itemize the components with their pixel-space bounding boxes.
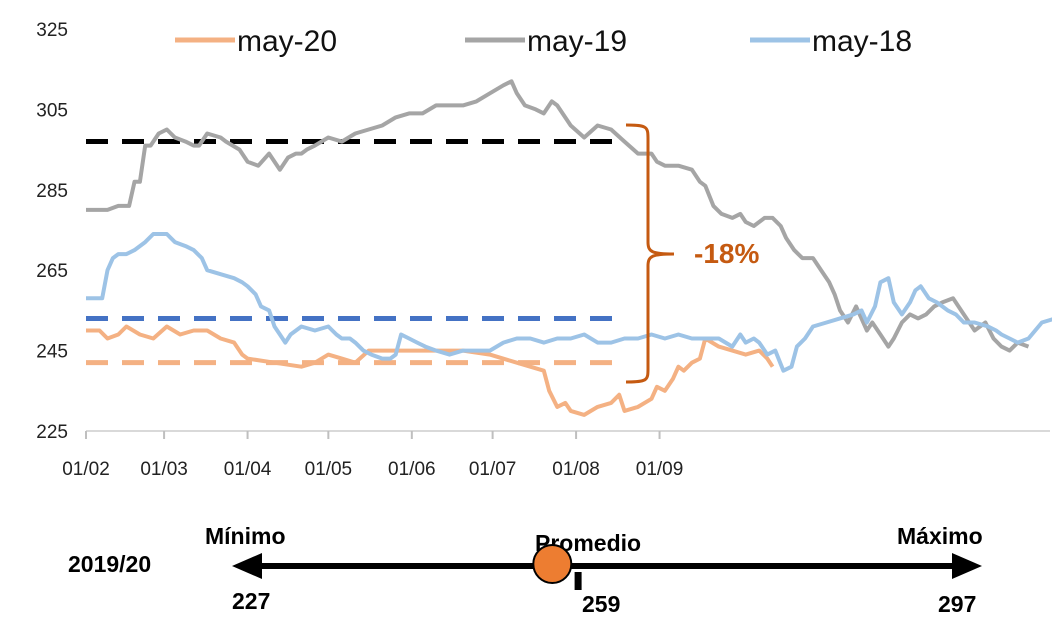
range-brace: [625, 123, 675, 384]
scale-avg-tick: [574, 572, 582, 590]
y-tick-label: 325: [36, 20, 68, 41]
scale-min-value: 227: [232, 588, 270, 614]
series-lines: [86, 79, 1052, 417]
legend-label-may-18: may-18: [812, 25, 912, 58]
x-tick-label: 01/02: [62, 459, 110, 480]
y-tick-label: 305: [36, 100, 68, 121]
x-tick-label: 01/08: [552, 459, 600, 480]
y-tick-label: 265: [36, 261, 68, 282]
scale-left-arrowhead: [232, 553, 262, 579]
series-line-may-19: [86, 79, 1030, 353]
x-tick-label: 01/09: [636, 459, 684, 480]
scale-right-arrowhead: [952, 553, 982, 579]
x-tick-label: 01/03: [140, 459, 188, 480]
series-line-may-18: [86, 232, 1052, 373]
scale-max-value: 297: [938, 591, 976, 617]
x-tick-label: 01/06: [388, 459, 436, 480]
scale-min-label: Mínimo: [205, 523, 286, 549]
x-tick-label: 01/04: [224, 459, 272, 480]
scale-max-label: Máximo: [897, 523, 983, 549]
legend-label-may-19: may-19: [527, 25, 627, 58]
y-axis: 225 245 265 285 305 325: [36, 20, 68, 443]
x-tick-label: 01/05: [305, 459, 353, 480]
scale-row-label: 2019/20: [68, 551, 151, 577]
y-tick-label: 285: [36, 181, 68, 202]
y-tick-label: 225: [36, 422, 68, 443]
x-axis: 01/02 01/03 01/04 01/05 01/06 01/07 01/08 01/09: [62, 431, 683, 480]
change-percentage-label: -18%: [694, 238, 759, 269]
scale-avg-value: 259: [582, 591, 620, 617]
series-line-may-20: [86, 324, 775, 417]
scale-current-marker: [532, 544, 573, 584]
y-tick-label: 245: [36, 342, 68, 363]
x-tick-label: 01/07: [469, 459, 517, 480]
legend-label-may-20: may-20: [237, 25, 337, 58]
legend: may-20 may-19 may-18: [175, 25, 912, 58]
min-avg-max-scale: 2019/20 Mínimo Promedio Máximo 227 259 2…: [68, 523, 983, 617]
change-callout: -18%: [625, 123, 759, 384]
